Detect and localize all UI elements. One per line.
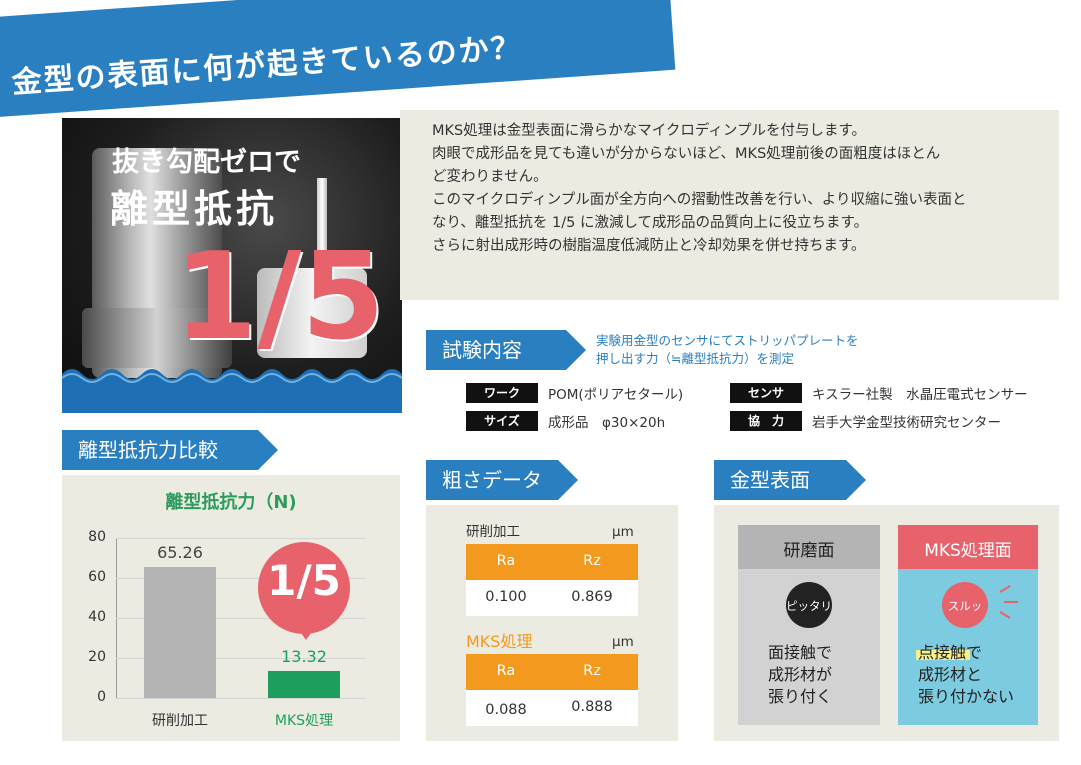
- test-note-line: 押し出す力（≒離型抵抗力）を測定: [596, 351, 794, 366]
- suru-bubble-text: スルッ: [947, 599, 983, 613]
- polished-desc-line: 成形材が: [768, 665, 833, 684]
- x-category-label: 研削加工: [152, 713, 208, 729]
- chart-panel: [62, 475, 400, 741]
- cooperation-key: 協 力: [730, 411, 802, 431]
- mks-unit: μm: [612, 634, 634, 650]
- chart-title: 離型抵抗力（N): [165, 492, 297, 513]
- pittari-bubble-text: ピッタリ: [786, 599, 832, 613]
- mks-surface-title: MKS処理面: [924, 541, 1012, 561]
- work-value: POM(ポリアセタール): [548, 387, 684, 403]
- polished-surface-title: 研磨面: [783, 541, 835, 561]
- gridline: [116, 698, 366, 699]
- fraction-badge-pointer: [296, 626, 316, 640]
- gridline: [116, 658, 366, 659]
- gridline: [116, 618, 366, 619]
- description-line: さらに射出成形時の樹脂温度低減防止と冷却効果を併せ持ちます。: [432, 238, 866, 254]
- fraction-badge: [258, 542, 350, 634]
- polished-desc-line: 面接触で: [768, 643, 833, 662]
- bar-mks: [268, 671, 340, 698]
- mks-ra-value: 0.088: [485, 702, 527, 718]
- description-panel: [400, 110, 1059, 300]
- suru-bubble: [942, 582, 988, 628]
- highlight-marker: [916, 650, 970, 660]
- y-tick-label: 60: [88, 569, 106, 585]
- section-label-comparison: 離型抵抗力比較: [62, 430, 278, 470]
- grinding-header-row: [466, 544, 638, 580]
- x-category-label: MKS処理: [274, 713, 334, 729]
- fraction-badge-text: 1/5: [267, 556, 341, 605]
- y-tick-label: 20: [88, 649, 106, 665]
- sensor-key: センサ: [730, 383, 802, 403]
- mks-desc-line: 張り付かない: [918, 687, 1015, 706]
- y-tick-label: 0: [97, 689, 106, 705]
- description-line: 肉眼で成形品を見ても違いが分からないほど、MKS処理前後の面粗度はほとん: [432, 146, 941, 162]
- size-key: サイズ: [466, 411, 538, 431]
- hero-subheadline: 離型抵抗: [110, 187, 279, 231]
- test-note-line: 実験用金型のセンサにてストリッパプレートを: [596, 333, 859, 348]
- mks-header-row: [466, 654, 638, 690]
- mold-base: [82, 308, 232, 368]
- hero-photo: 抜き勾配ゼロで 離型抵抗 1/5: [62, 118, 402, 413]
- gridline: [116, 538, 366, 539]
- mks-desc-line: 点接触で: [918, 643, 983, 662]
- cooperation-value: 岩手大学金型技術研究センター: [812, 415, 1001, 431]
- y-tick-label: 40: [88, 609, 106, 625]
- molded-part: [257, 268, 367, 358]
- section-label-roughness: 粗さデータ: [426, 460, 578, 500]
- hero-fraction: 1/5: [174, 228, 385, 367]
- motion-lines-icon: [999, 585, 1018, 619]
- mks-rz-label: Rz: [583, 663, 601, 679]
- grinding-unit: μm: [612, 524, 634, 540]
- mks-title: MKS処理: [466, 632, 533, 651]
- mks-desc-line: 成形材と: [918, 665, 983, 684]
- polished-desc-line: 張り付く: [768, 687, 833, 706]
- mks-rz-value: 0.888: [571, 699, 613, 715]
- grinding-rz-label: Rz: [583, 553, 601, 569]
- description-line: このマイクロディンプル面が全方向への摺動性改善を行い、より収縮に強い表面と: [432, 192, 967, 208]
- sensor-value: キスラー社製 水晶圧電式センサー: [812, 387, 1028, 403]
- bar-grinding: [144, 567, 216, 698]
- bar-value-label: 65.26: [157, 543, 203, 563]
- description-line: ど変わりません。: [432, 169, 548, 185]
- grinding-ra-value: 0.100: [485, 589, 527, 605]
- grinding-title: 研削加工: [466, 524, 520, 540]
- molded-rod: [317, 178, 327, 288]
- mks-surface-desc: 点接触で 成形材と 張り付かない: [918, 642, 1014, 708]
- grinding-rz-value: 0.869: [571, 589, 613, 605]
- mks-ra-label: Ra: [496, 663, 516, 679]
- bar-value-label: 13.32: [281, 647, 327, 667]
- gridline: [116, 578, 366, 579]
- section-label-test: 試験内容: [426, 330, 586, 370]
- size-value: 成形品 φ30×20h: [548, 415, 666, 431]
- polished-surface-header: [738, 525, 880, 569]
- section-label-surface: 金型表面: [714, 460, 866, 500]
- water-wave-decoration: [62, 369, 402, 413]
- test-note: 実験用金型のセンサにてストリッパプレートを 押し出す力（≒離型抵抗力）を測定: [596, 332, 859, 368]
- hero-headline: 抜き勾配ゼロで: [112, 147, 301, 178]
- description-line: MKS処理は金型表面に滑らかなマイクロディンプルを付与します。: [432, 123, 867, 139]
- description-line: なり、離型抵抗を 1/5 に激減して成形品の品質向上に役立ちます。: [432, 215, 869, 231]
- grinding-ra-label: Ra: [496, 553, 516, 569]
- mks-value-row: [466, 690, 638, 726]
- pittari-bubble: [786, 582, 832, 628]
- work-key: ワーク: [466, 383, 538, 403]
- mks-surface-header: [898, 525, 1038, 569]
- polished-surface-desc: 面接触で 成形材が 張り付く: [768, 642, 832, 708]
- grinding-value-row: [466, 580, 638, 616]
- description-text: MKS処理は金型表面に滑らかなマイクロディンプルを付与します。 肉眼で成形品を見…: [432, 120, 1042, 258]
- y-tick-label: 80: [88, 529, 106, 545]
